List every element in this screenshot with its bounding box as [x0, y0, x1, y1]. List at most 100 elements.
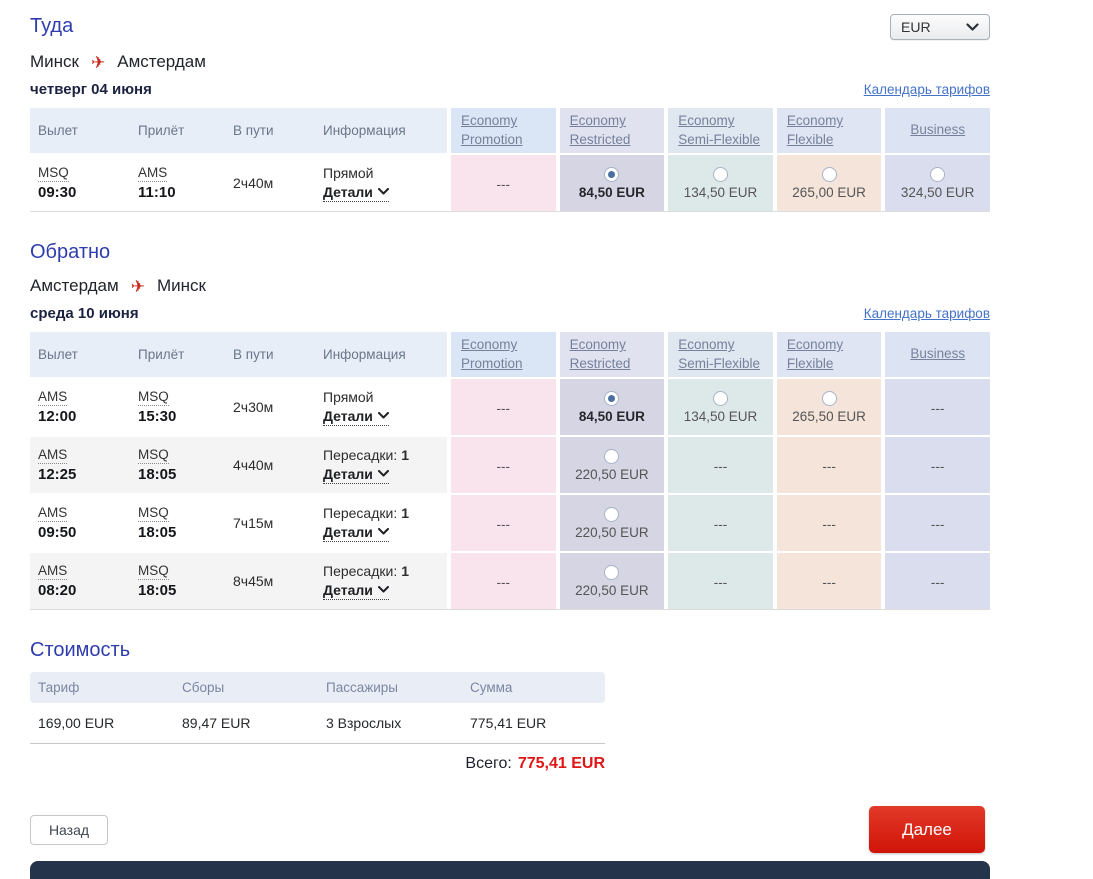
fare-cell-economy-restricted[interactable]: 220,50 EUR — [559, 553, 665, 609]
flight-row: AMS 09:50 MSQ 18:05 7ч15м Пересадки: 1 Де… — [30, 495, 990, 551]
departure-time: 12:25 — [38, 466, 77, 483]
fare-calendar-link[interactable]: Календарь тарифов — [863, 82, 990, 97]
currency-select[interactable]: EUR — [890, 14, 990, 40]
fare-cell-business[interactable]: --- — [885, 495, 990, 551]
departure-airport-code: MSQ — [38, 165, 69, 182]
duration-cell: 7ч15м — [225, 495, 315, 551]
col-header-economy-semi-flexible[interactable]: Economy Semi-Flexible — [668, 108, 773, 153]
fare-cell-economy-semi-flexible[interactable]: --- — [668, 553, 773, 609]
fare-radio[interactable] — [712, 166, 728, 182]
origin-city: Амстердам — [30, 276, 119, 295]
fare-cell-economy-promotion[interactable]: --- — [451, 379, 556, 435]
col-header-economy-restricted[interactable]: Economy Restricted — [559, 332, 665, 377]
details-toggle[interactable]: Детали — [323, 582, 389, 600]
fare-radio[interactable] — [604, 448, 620, 464]
details-toggle[interactable]: Детали — [323, 408, 389, 426]
fare-radio[interactable] — [604, 166, 620, 182]
fare-cell-economy-flexible[interactable]: --- — [776, 553, 882, 609]
fare-cell-economy-promotion[interactable]: --- — [451, 553, 556, 609]
departure-cell: AMS 09:50 — [30, 495, 130, 551]
fare-cell-business[interactable]: 324,50 EUR — [885, 155, 990, 211]
fare-cell-economy-semi-flexible[interactable]: --- — [668, 437, 773, 493]
flight-row: AMS 12:25 MSQ 18:05 4ч40м Пересадки: 1 Де… — [30, 437, 990, 493]
col-header-departure: Вылет — [38, 123, 78, 138]
fare-cell-economy-flexible[interactable]: --- — [776, 437, 882, 493]
col-header-economy-promotion[interactable]: Economy Promotion — [451, 108, 556, 153]
return-title: Обратно — [30, 241, 111, 263]
departure-airport-code: AMS — [38, 505, 68, 522]
fare-cell-economy-restricted[interactable]: 84,50 EUR — [559, 379, 665, 435]
fare-cell-economy-semi-flexible[interactable]: --- — [668, 495, 773, 551]
fare-cell-economy-semi-flexible[interactable]: 134,50 EUR — [668, 379, 773, 435]
fare-cell-economy-promotion[interactable]: --- — [451, 437, 556, 493]
back-button[interactable]: Назад — [30, 814, 108, 845]
cost-title: Стоимость — [30, 639, 131, 661]
fare-cell-economy-flexible[interactable]: 265,50 EUR — [776, 379, 882, 435]
fare-cell-economy-flexible[interactable]: 265,00 EUR — [776, 155, 882, 211]
outbound-date: четверг 04 июня — [30, 81, 152, 98]
fare-cell-economy-promotion[interactable]: --- — [451, 495, 556, 551]
details-toggle[interactable]: Детали — [323, 184, 389, 202]
fare-cell-economy-restricted[interactable]: 84,50 EUR — [559, 155, 665, 211]
stops-count: 1 — [401, 504, 410, 521]
plane-icon: ✈ — [130, 276, 145, 296]
currency-value: EUR — [901, 19, 931, 35]
fare-price: 265,50 EUR — [792, 408, 866, 424]
col-header-business[interactable]: Business — [885, 108, 990, 153]
departure-time: 09:50 — [38, 524, 77, 541]
fare-cell-economy-promotion[interactable]: --- — [451, 155, 556, 211]
fare-price: 324,50 EUR — [900, 184, 975, 200]
fare-radio[interactable] — [712, 390, 728, 406]
fare-radio[interactable] — [821, 166, 837, 182]
fare-cell-economy-restricted[interactable]: 220,50 EUR — [559, 495, 665, 551]
next-button[interactable]: Далее — [869, 806, 985, 853]
cost-header-row: Тариф Сборы Пассажиры Сумма — [30, 672, 605, 703]
stops-count: 1 — [401, 562, 410, 579]
fare-calendar-link[interactable]: Календарь тарифов — [863, 306, 990, 321]
stops-count: 1 — [401, 446, 410, 463]
col-header-duration: В пути — [233, 347, 274, 362]
arrival-airport-code: MSQ — [138, 447, 169, 464]
departure-cell: AMS 12:00 — [30, 379, 130, 435]
col-header-economy-flexible[interactable]: Economy Flexible — [776, 108, 882, 153]
fare-cell-business[interactable]: --- — [885, 437, 990, 493]
arrival-cell: AMS 11:10 — [130, 155, 225, 211]
fare-radio[interactable] — [821, 390, 837, 406]
outbound-date-row: четверг 04 июня Календарь тарифов — [30, 81, 990, 98]
stops-label: Пересадки: — [323, 446, 398, 463]
col-header-info: Информация — [323, 347, 406, 362]
actions-row: Назад Далее — [30, 806, 990, 853]
origin-city: Минск — [30, 52, 79, 71]
fare-price: 134,50 EUR — [683, 184, 758, 200]
fare-cell-business[interactable]: --- — [885, 553, 990, 609]
departure-cell: AMS 12:25 — [30, 437, 130, 493]
details-toggle[interactable]: Детали — [323, 466, 389, 484]
fare-cell-economy-flexible[interactable]: --- — [776, 495, 882, 551]
stops-label: Пересадки: — [323, 504, 398, 521]
duration-value: 2ч40м — [233, 175, 274, 191]
fare-radio[interactable] — [604, 564, 620, 580]
fare-radio[interactable] — [604, 506, 620, 522]
arrival-airport-code: AMS — [138, 165, 168, 182]
return-date-row: среда 10 июня Календарь тарифов — [30, 305, 990, 322]
details-toggle[interactable]: Детали — [323, 524, 389, 542]
col-header-economy-flexible[interactable]: Economy Flexible — [776, 332, 882, 377]
col-header-economy-promotion[interactable]: Economy Promotion — [451, 332, 556, 377]
arrival-cell: MSQ 18:05 — [130, 495, 225, 551]
details-label: Детали — [323, 523, 373, 540]
col-header-economy-restricted[interactable]: Economy Restricted — [559, 108, 665, 153]
fare-cell-economy-restricted[interactable]: 220,50 EUR — [559, 437, 665, 493]
fare-cell-business[interactable]: --- — [885, 379, 990, 435]
col-header-arrival: Прилёт — [138, 123, 185, 138]
fare-value: 169,00 EUR — [38, 715, 115, 731]
fare-price: --- — [822, 459, 836, 474]
chevron-down-icon — [377, 470, 389, 477]
fare-radio[interactable] — [930, 166, 946, 182]
col-header-business[interactable]: Business — [885, 332, 990, 377]
fare-price: --- — [496, 177, 511, 192]
flight-row: MSQ 09:30 AMS 11:10 2ч40м Прямой Детали — [30, 155, 990, 211]
fare-cell-economy-semi-flexible[interactable]: 134,50 EUR — [668, 155, 773, 211]
col-header-economy-semi-flexible[interactable]: Economy Semi-Flexible — [668, 332, 773, 377]
fare-price: 84,50 EUR — [578, 184, 645, 200]
fare-radio[interactable] — [604, 390, 620, 406]
